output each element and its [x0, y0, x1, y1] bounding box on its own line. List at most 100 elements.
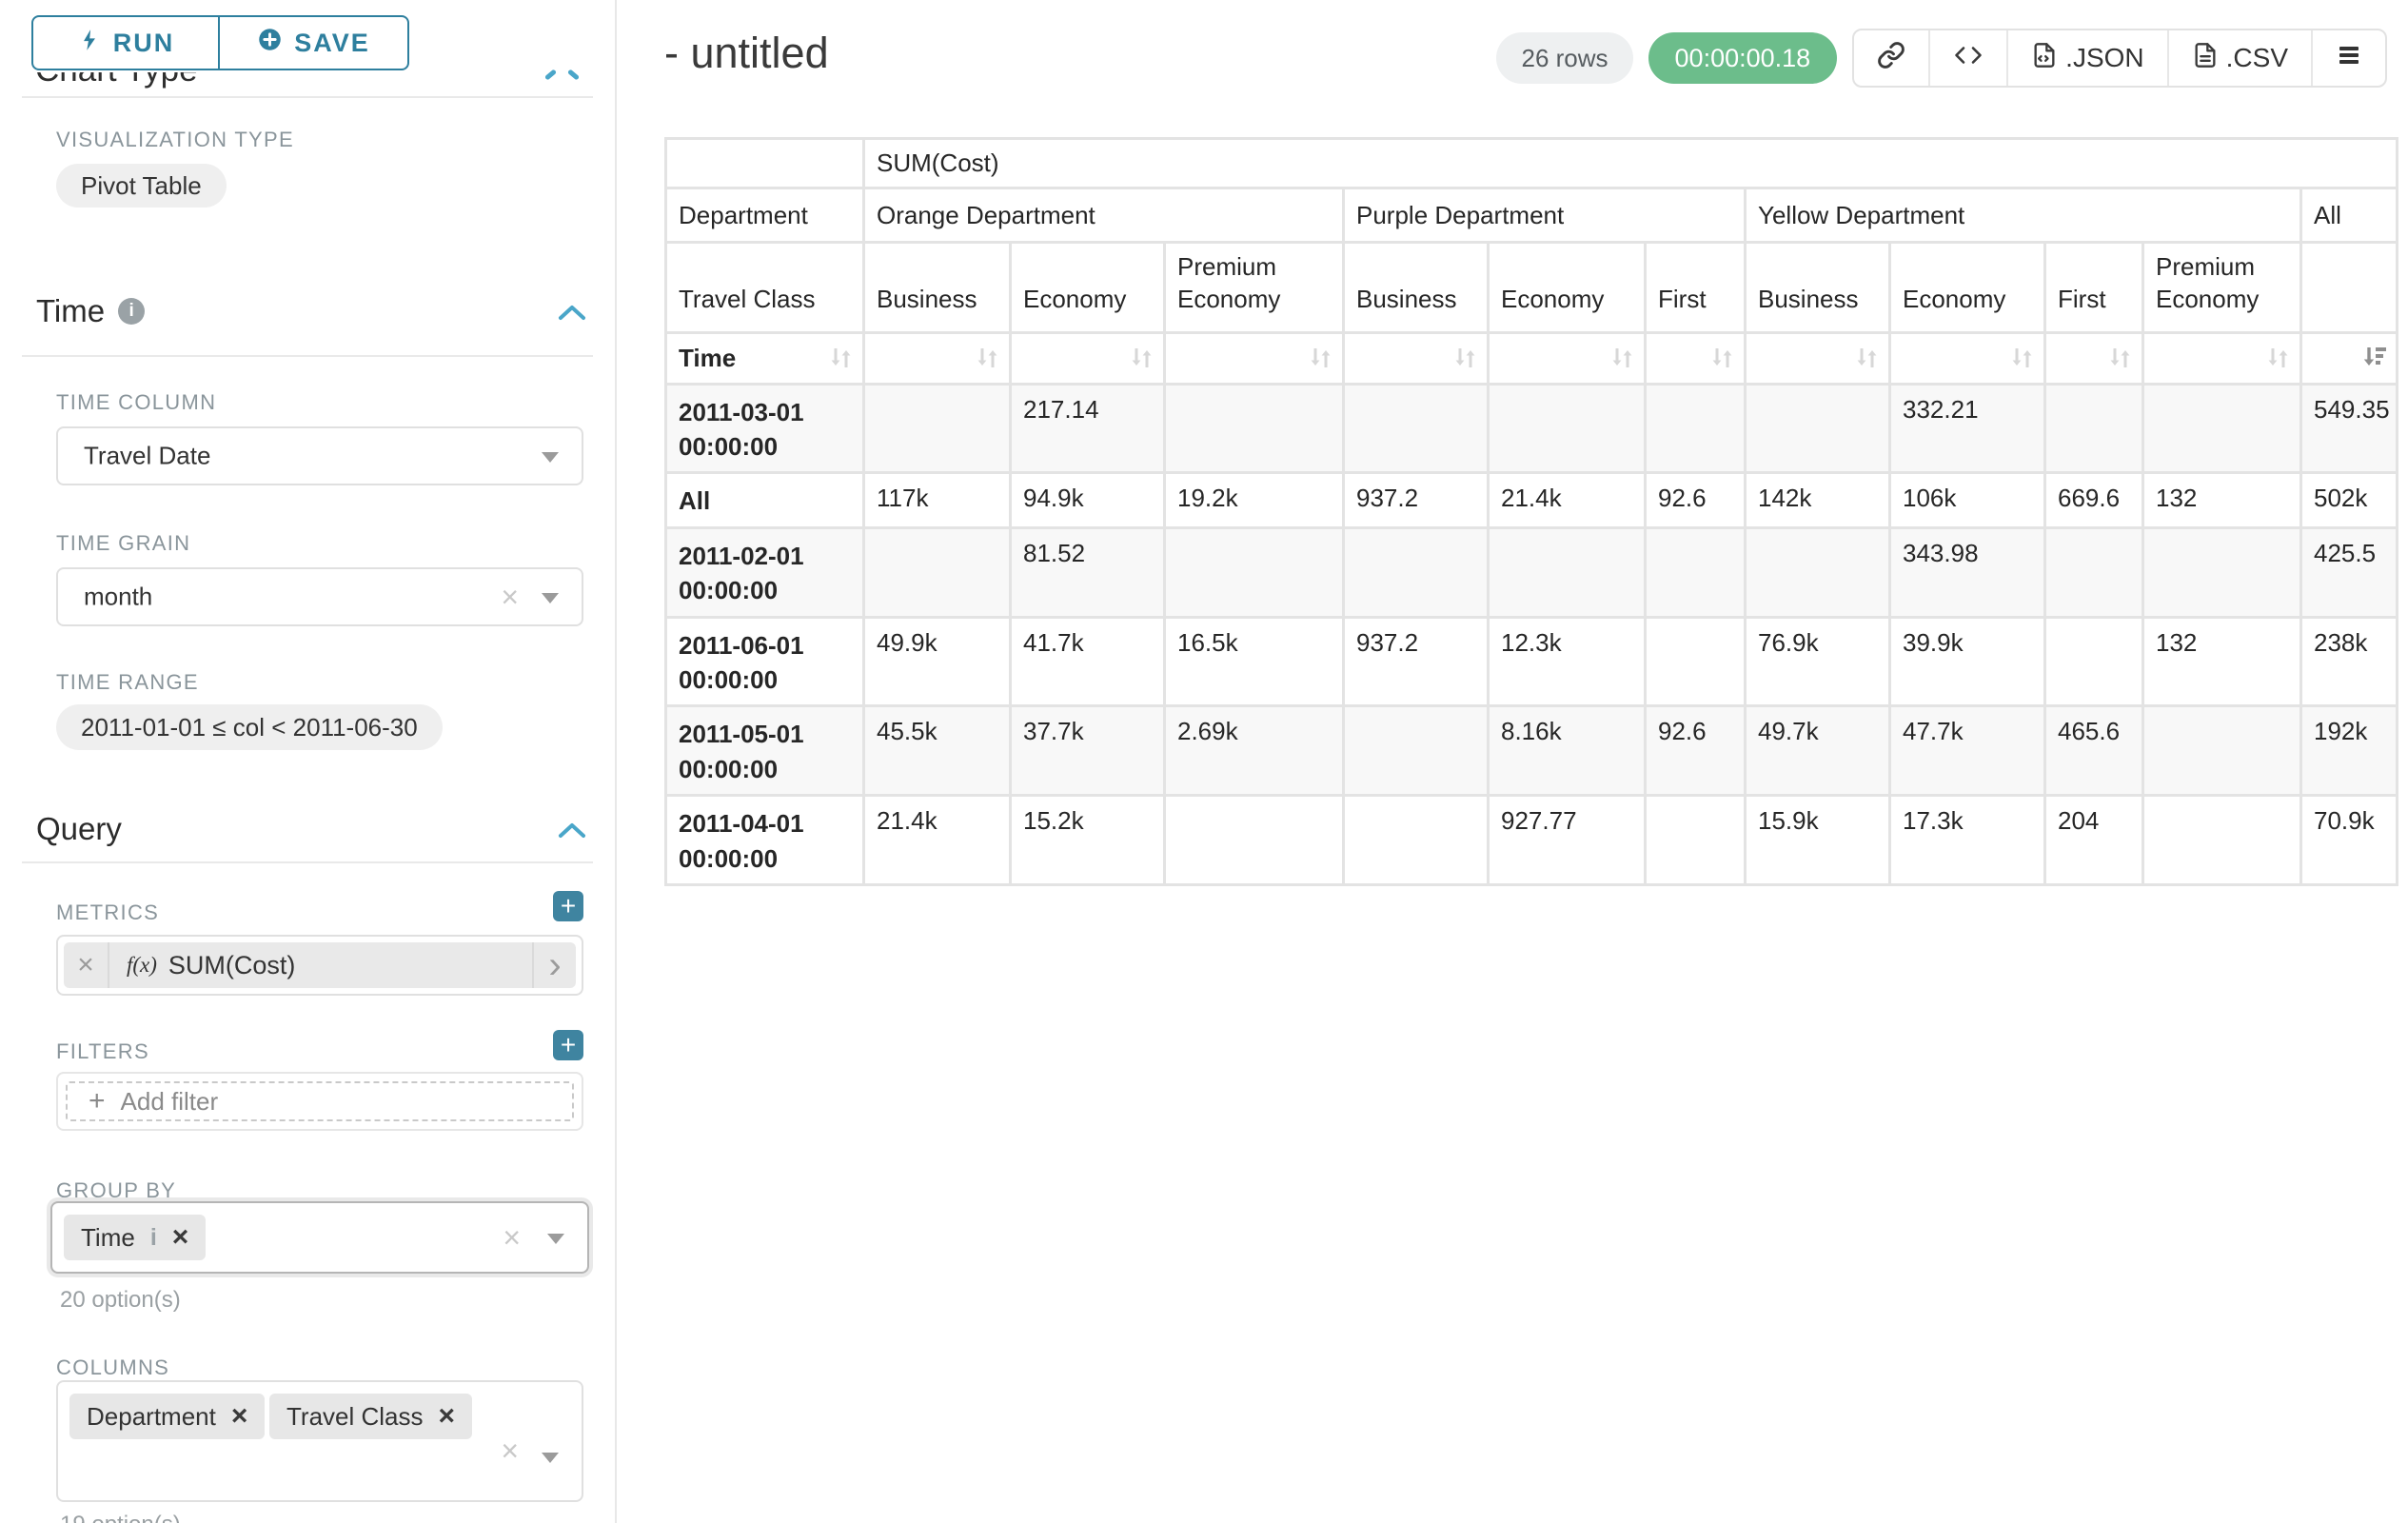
clear-icon[interactable]: × [501, 1435, 519, 1466]
sort-cell-0[interactable] [864, 332, 1011, 384]
sort-cell-9[interactable] [2143, 332, 2301, 384]
pivot-cell: 132 [2143, 617, 2301, 706]
sort-icon[interactable] [1707, 344, 1736, 372]
save-button[interactable]: SAVE [220, 17, 407, 69]
sort-icon[interactable] [1852, 344, 1881, 372]
chart-title[interactable]: - untitled [664, 29, 829, 78]
group-by-chip-time[interactable]: Time i × [64, 1215, 206, 1260]
sort-icon[interactable] [973, 344, 1001, 372]
row-axis-time-sort[interactable]: Time [666, 332, 864, 384]
query-section-title: Query [36, 811, 122, 847]
metric-pill[interactable]: × f(x) SUM(Cost) › [64, 942, 576, 988]
action-button-bar: RUN SAVE [0, 0, 615, 72]
chevron-down-icon[interactable] [542, 1453, 559, 1463]
filters-label: FILTERS [56, 1039, 149, 1064]
pivot-table-container: SUM(Cost)DepartmentOrange DepartmentPurp… [664, 137, 2398, 886]
chevron-down-icon[interactable] [547, 1234, 564, 1244]
pivot-cell: 217.14 [1011, 384, 1165, 473]
chevron-down-icon[interactable] [542, 593, 559, 603]
clear-icon[interactable]: × [501, 582, 519, 612]
chip-label: Time [81, 1223, 135, 1253]
export-json-label: .JSON [2065, 43, 2143, 73]
query-section-collapse-chevron[interactable] [556, 821, 588, 846]
add-metric-button[interactable]: + [553, 891, 583, 921]
plus-circle-icon [257, 27, 283, 59]
sort-icon[interactable] [2263, 344, 2292, 372]
pivot-cell: 2.69k [1165, 706, 1344, 796]
more-options-button[interactable] [2311, 30, 2385, 86]
view-query-button[interactable] [1928, 30, 2006, 86]
sort-cell-1[interactable] [1011, 332, 1165, 384]
sort-icon[interactable] [1608, 344, 1636, 372]
time-range-pill[interactable]: 2011-01-01 ≤ col < 2011-06-30 [56, 704, 443, 750]
row-axis-travel-class: Travel Class [666, 243, 864, 333]
clear-icon[interactable]: × [503, 1222, 521, 1253]
time-range-label: TIME RANGE [56, 670, 199, 695]
chevron-right-icon[interactable]: › [532, 942, 576, 988]
columns-chip-travel-class[interactable]: Travel Class × [269, 1394, 472, 1439]
pivot-cell: 41.7k [1011, 617, 1165, 706]
export-csv-button[interactable]: .CSV [2167, 30, 2311, 86]
time-section-collapse-chevron[interactable] [556, 303, 588, 328]
pivot-cell [864, 527, 1011, 617]
sort-cell-3[interactable] [1344, 332, 1489, 384]
pivot-cell: 94.9k [1011, 473, 1165, 527]
pivot-cell: 21.4k [1489, 473, 1646, 527]
metrics-label: METRICS [56, 900, 159, 925]
pivot-cell: 70.9k [2301, 796, 2398, 885]
row-label: 2011-05-01 00:00:00 [666, 706, 864, 796]
save-button-label: SAVE [294, 29, 370, 58]
run-button[interactable]: RUN [33, 17, 220, 69]
pivot-cell: 81.52 [1011, 527, 1165, 617]
sort-icon[interactable] [1306, 344, 1334, 372]
sort-icon[interactable] [2007, 344, 2036, 372]
filters-control: + Add filter [56, 1072, 583, 1131]
remove-metric-icon[interactable]: × [64, 942, 109, 988]
chip-label: Department [87, 1402, 216, 1432]
remove-chip-icon[interactable]: × [172, 1223, 189, 1252]
pivot-cell: 8.16k [1489, 706, 1646, 796]
sort-desc-icon[interactable] [2359, 344, 2388, 372]
pivot-cell: 47.7k [1890, 706, 2045, 796]
sort-cell-4[interactable] [1489, 332, 1646, 384]
pivot-cell [1344, 384, 1489, 473]
file-text-icon [2192, 41, 2219, 76]
export-json-button[interactable]: .JSON [2006, 30, 2166, 86]
group-by-select[interactable]: Time i × × [50, 1201, 589, 1274]
pivot-cell [2045, 384, 2143, 473]
pivot-cell [1489, 384, 1646, 473]
pivot-cell [1746, 384, 1890, 473]
sort-cell-6[interactable] [1746, 332, 1890, 384]
columns-select[interactable]: Department × Travel Class × × [56, 1380, 583, 1502]
sort-cell-8[interactable] [2045, 332, 2143, 384]
remove-chip-icon[interactable]: × [231, 1402, 248, 1431]
divider [22, 861, 593, 863]
pivot-row-all: All117k94.9k19.2k937.221.4k92.6142k106k6… [666, 473, 2398, 527]
sort-cell-10[interactable] [2301, 332, 2398, 384]
pivot-cell: 132 [2143, 473, 2301, 527]
chevron-down-icon[interactable] [542, 452, 559, 463]
visualization-type-pill[interactable]: Pivot Table [56, 164, 227, 208]
add-filter-dropzone[interactable]: + Add filter [66, 1081, 574, 1121]
sort-cell-2[interactable] [1165, 332, 1344, 384]
pivot-row-2011-03-01-00-00-00: 2011-03-01 00:00:00217.14332.21549.35 [666, 384, 2398, 473]
time-column-label: TIME COLUMN [56, 390, 216, 415]
pivot-cell: 15.9k [1746, 796, 1890, 885]
info-icon: i [118, 298, 145, 325]
columns-chip-department[interactable]: Department × [69, 1394, 265, 1439]
pivot-cell: 21.4k [864, 796, 1011, 885]
sort-cell-7[interactable] [1890, 332, 2045, 384]
pivot-cell: 142k [1746, 473, 1890, 527]
pivot-cell [2143, 384, 2301, 473]
add-filter-button[interactable]: + [553, 1030, 583, 1060]
share-link-button[interactable] [1854, 30, 1928, 86]
sort-icon[interactable] [1451, 344, 1479, 372]
col-group-purple-department: Purple Department [1344, 188, 1746, 243]
sort-icon[interactable] [2105, 344, 2134, 372]
remove-chip-icon[interactable]: × [439, 1402, 456, 1431]
sort-icon[interactable] [826, 344, 855, 372]
time-grain-select[interactable]: month × [56, 567, 583, 626]
time-column-select[interactable]: Travel Date [56, 426, 583, 485]
sort-cell-5[interactable] [1646, 332, 1746, 384]
sort-icon[interactable] [1127, 344, 1155, 372]
